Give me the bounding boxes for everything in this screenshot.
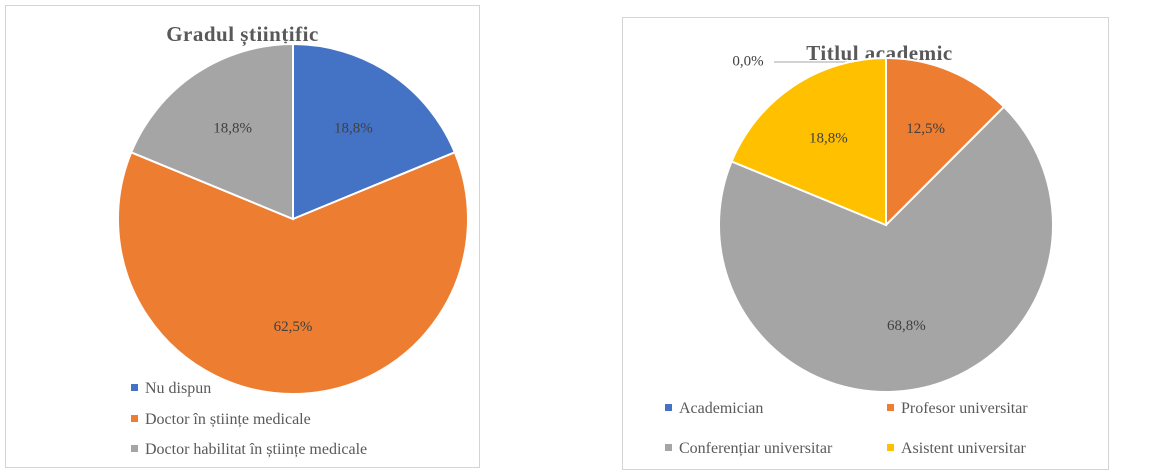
legend-label: Profesor universitar — [901, 400, 1028, 417]
legend-label: Conferențiar universitar — [679, 440, 833, 457]
legend-item-asistent: Asistent universitar — [887, 440, 1026, 458]
legend-item-conferentiar: Conferențiar universitar — [665, 440, 832, 458]
legend-label: Doctor în științe medicale — [145, 411, 311, 428]
pie-chart-right: 0,0% 12,5% 68,8% 18,8% — [718, 53, 1054, 393]
pie-slice — [117, 151, 469, 395]
legend-swatch — [665, 443, 672, 451]
pie-slice — [885, 56, 1006, 228]
legend-label: Doctor habilitat în științe medicale — [145, 441, 368, 458]
legend-item-academician: Academician — [665, 400, 763, 418]
pie-slice — [730, 56, 887, 227]
legend-item-doctor-habilitat: Doctor habilitat în științe medicale — [131, 441, 367, 459]
pie-chart-left: 18,8% 62,5% 18,8% — [117, 42, 469, 395]
data-label: 18,8% — [213, 120, 252, 136]
legend-swatch — [131, 383, 138, 391]
pie-slice — [718, 105, 1054, 393]
legend-label: Academician — [679, 400, 764, 417]
data-label: 18,8% — [809, 130, 848, 146]
chart-panel-right: Titlul academic 0,0% 12,5% 68,8% 18,8% Acad… — [622, 17, 1109, 470]
legend-swatch — [887, 403, 894, 411]
legend-item-nu-dispun: Nu dispun — [131, 380, 211, 398]
data-label: 68,8% — [887, 318, 926, 334]
data-label: 0,0% — [732, 53, 763, 69]
data-label: 62,5% — [274, 319, 313, 335]
legend-swatch — [131, 444, 138, 452]
data-label: 12,5% — [906, 121, 945, 137]
legend-item-profesor: Profesor universitar — [887, 400, 1028, 418]
legend-swatch — [665, 403, 672, 411]
pie-slice — [129, 42, 294, 221]
legend-label: Asistent universitar — [901, 440, 1026, 457]
legend-item-doctor: Doctor în științe medicale — [131, 411, 311, 429]
data-label: 18,8% — [334, 120, 373, 136]
pie-slice — [292, 42, 457, 221]
legend-swatch — [887, 443, 894, 451]
legend-label: Nu dispun — [145, 380, 212, 397]
chart-title: Gradul științific — [166, 22, 319, 46]
legend-swatch — [131, 414, 138, 422]
chart-panel-left: Gradul științific 18,8% 62,5% 18,8% Nu dis… — [5, 5, 480, 468]
